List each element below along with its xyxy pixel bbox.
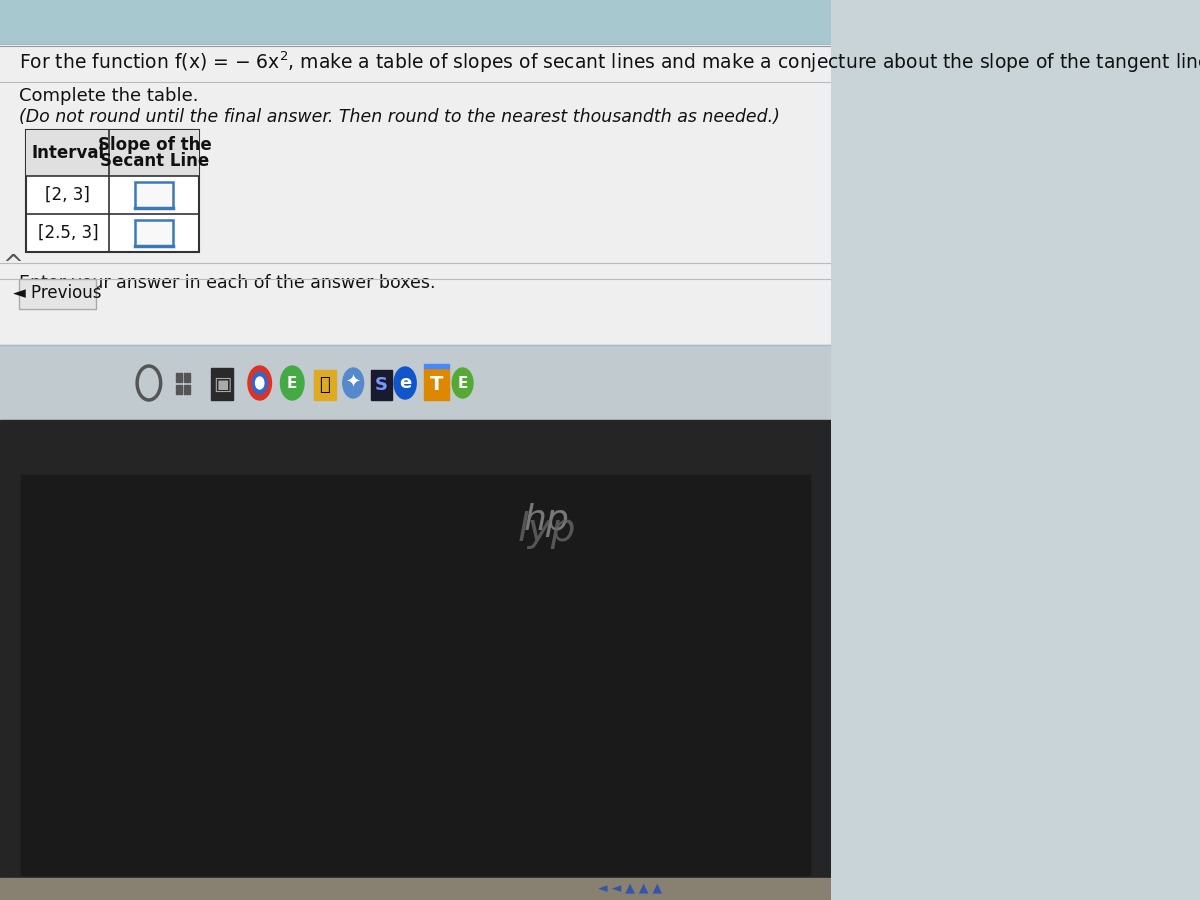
Bar (0, 878, 832, 900)
Text: ✦: ✦ (346, 374, 361, 392)
Bar (0, 45, 832, 345)
Text: For the function f(x) = $-$ 6x$^2$, make a table of slopes of secant lines and m: For the function f(x) = $-$ 6x$^2$, make… (19, 50, 1200, 75)
Bar (0, 0, 832, 45)
Bar (211, 368, 233, 400)
Text: ◄ Previous: ◄ Previous (13, 284, 102, 302)
Bar (26, 130, 199, 176)
Text: ▣: ▣ (214, 374, 232, 393)
Text: hp: hp (524, 503, 570, 537)
Bar (185, 373, 191, 382)
Bar (20, 475, 810, 875)
Text: [2, 3]: [2, 3] (46, 186, 90, 204)
Bar (0, 45, 832, 345)
Text: Secant Line: Secant Line (100, 152, 209, 170)
Bar (313, 370, 336, 400)
Text: 📁: 📁 (319, 376, 330, 394)
Text: (Do not round until the final answer. Then round to the nearest thousandth as ne: (Do not round until the final answer. Th… (19, 108, 780, 126)
Bar (371, 370, 392, 400)
Circle shape (252, 372, 268, 394)
Text: Interval: Interval (31, 144, 104, 162)
Bar (136, 182, 174, 208)
Bar (424, 368, 449, 400)
Text: E: E (287, 375, 298, 391)
Text: E: E (457, 375, 468, 391)
Bar (0, 345, 832, 420)
Bar (136, 220, 174, 246)
Bar (185, 385, 191, 394)
Text: ^: ^ (2, 253, 23, 277)
Circle shape (343, 368, 364, 398)
Bar (176, 373, 182, 382)
Text: S: S (376, 376, 388, 394)
Text: Slope of the: Slope of the (97, 136, 211, 154)
Text: lyp: lyp (518, 511, 576, 549)
Circle shape (248, 366, 271, 400)
Text: Complete the table.: Complete the table. (19, 87, 199, 105)
Bar (424, 364, 449, 368)
Bar (0, 420, 832, 900)
Text: Enter your answer in each of the answer boxes.: Enter your answer in each of the answer … (19, 274, 436, 292)
Circle shape (256, 377, 264, 389)
Text: ◄ ◄ ▲ ▲ ▲: ◄ ◄ ▲ ▲ ▲ (598, 881, 662, 895)
Text: [2.5, 3]: [2.5, 3] (37, 224, 98, 242)
Text: e: e (400, 374, 412, 392)
Bar (176, 385, 182, 394)
Circle shape (394, 367, 416, 399)
Circle shape (281, 366, 304, 400)
Bar (19, 279, 96, 309)
Text: T: T (430, 374, 443, 393)
Circle shape (452, 368, 473, 398)
Bar (26, 130, 199, 252)
